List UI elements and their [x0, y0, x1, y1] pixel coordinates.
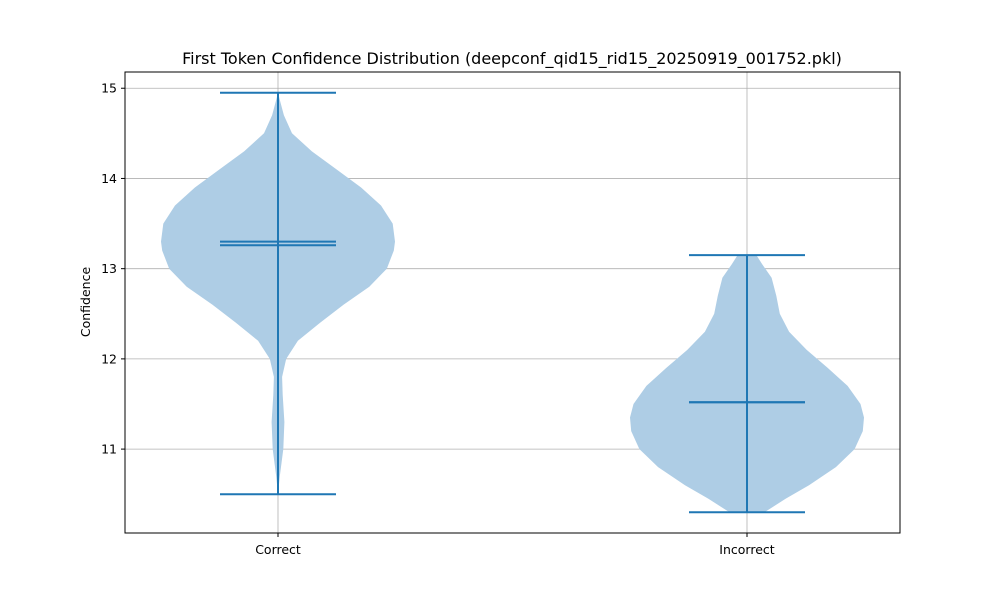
axes [124, 71, 901, 534]
violin-incorrect [630, 254, 864, 514]
y-tick-label: 14 [101, 171, 117, 186]
plot-frame [124, 71, 901, 534]
violins [161, 91, 864, 514]
chart-title: First Token Confidence Distribution (dee… [182, 49, 842, 69]
y-tick-label: 13 [101, 261, 117, 276]
x-tick-label: Correct [255, 542, 301, 557]
y-tick-label: 11 [101, 442, 117, 457]
y-tick-label: 12 [101, 351, 117, 366]
y-tick-label: 15 [101, 81, 117, 96]
violin-correct [161, 91, 395, 496]
y-axis-label: Confidence [78, 267, 93, 338]
x-tick-label: Incorrect [719, 542, 774, 557]
tick-labels: 11 12 13 14 15 Correct Incorrect [101, 81, 775, 557]
